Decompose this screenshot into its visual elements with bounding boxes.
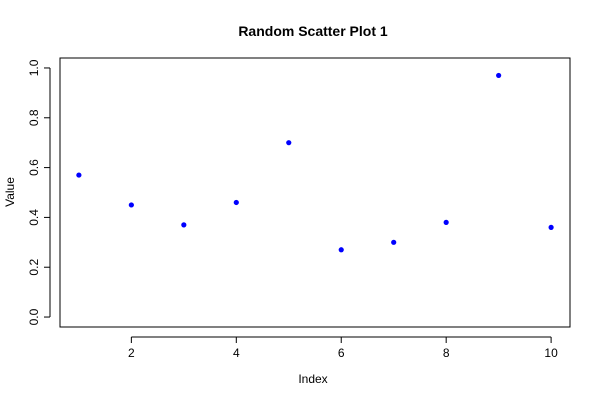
y-tick-label: 0.0: [27, 308, 41, 325]
x-tick-label: 2: [128, 346, 135, 360]
y-tick-label: 0.6: [27, 159, 41, 176]
x-axis-label: Index: [298, 372, 327, 386]
data-point: [233, 199, 239, 206]
plot-frame: [59, 57, 571, 328]
x-tick-label: 8: [443, 346, 450, 360]
y-axis-label: Value: [3, 177, 17, 207]
x-tick-label: 4: [233, 346, 240, 360]
data-point: [443, 219, 449, 225]
data-point: [286, 140, 292, 146]
data-points: [76, 72, 554, 253]
data-point: [391, 239, 397, 245]
y-tick-label: 1.0: [27, 59, 41, 76]
y-tick-label: 0.2: [27, 259, 41, 276]
data-point: [181, 222, 187, 228]
y-axis: 0.0 0.2 0.4 0.6 0.8 1.0: [27, 59, 51, 325]
y-tick-label: 0.4: [27, 209, 41, 226]
data-point: [338, 247, 344, 253]
data-point: [496, 72, 502, 79]
data-point: [76, 172, 82, 178]
data-point: [548, 224, 554, 230]
x-axis: 2 4 6 8 10: [128, 336, 558, 360]
chart-title: Random Scatter Plot 1: [238, 23, 388, 39]
x-tick-label: 6: [338, 346, 345, 360]
x-tick-label: 10: [544, 346, 558, 360]
y-tick-label: 0.8: [27, 109, 41, 126]
data-point: [128, 202, 134, 208]
